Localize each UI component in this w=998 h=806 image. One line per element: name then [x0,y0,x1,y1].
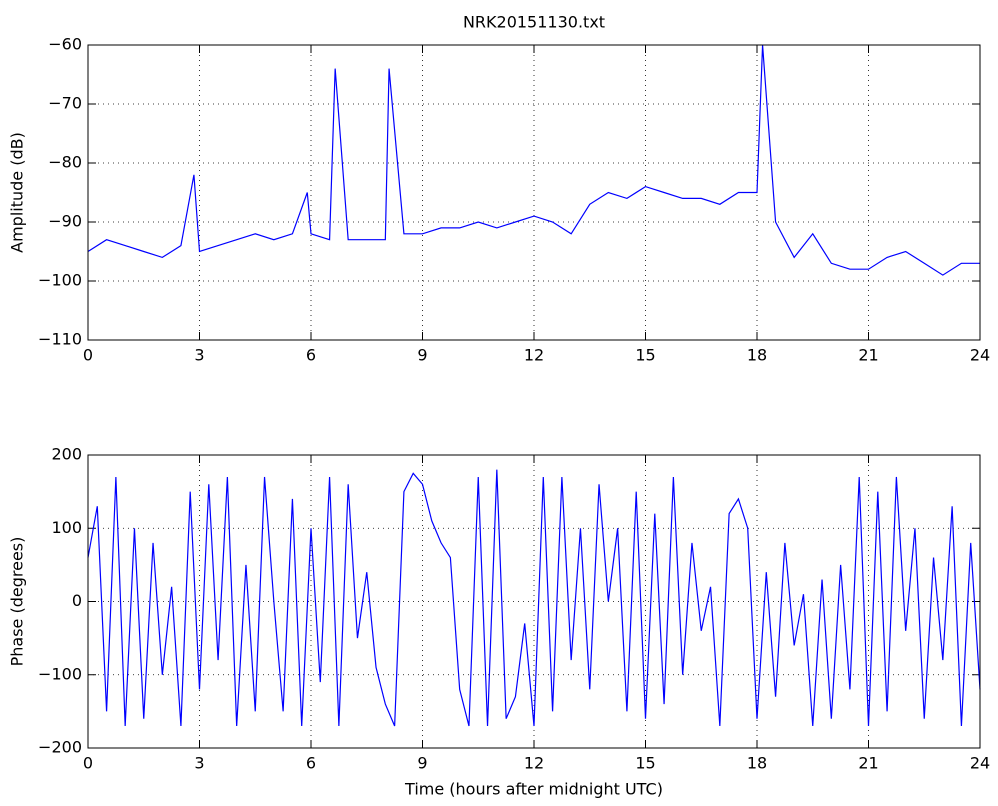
axes-frame [87,454,981,749]
y-tick-label: −70 [48,94,82,113]
x-tick-label: 24 [970,754,990,773]
y-tick-label: 200 [51,445,82,464]
x-tick-label: 15 [635,754,655,773]
y-tick-label: −80 [48,153,82,172]
y-tick-label: 100 [51,518,82,537]
y-tick-label: −90 [48,212,82,231]
x-tick-label: 18 [747,754,767,773]
y-tick-label: −60 [48,35,82,54]
x-tick-label: 15 [635,346,655,365]
x-tick-label: 9 [417,754,427,773]
x-tick-label: 3 [194,754,204,773]
x-tick-label: 12 [524,754,544,773]
y-tick-label: −200 [38,738,82,757]
y-axis-label: Phase (degrees) [8,537,27,667]
x-tick-label: 3 [194,346,204,365]
data-line [87,469,981,727]
x-tick-label: 12 [524,346,544,365]
y-tick-label: −100 [38,271,82,290]
x-tick-label: 6 [306,346,316,365]
y-tick-label: −100 [38,664,82,683]
y-tick-label: 0 [72,591,82,610]
y-axis-label: Amplitude (dB) [8,132,27,253]
x-tick-label: 24 [970,346,990,365]
x-tick-label: 21 [858,346,878,365]
x-tick-label: 6 [306,754,316,773]
x-tick-label: 9 [417,346,427,365]
axes-frame [87,44,981,341]
x-axis-label: Time (hours after midnight UTC) [404,780,663,799]
y-tick-label: −110 [38,330,82,349]
data-line [87,44,980,276]
x-tick-label: 18 [747,346,767,365]
x-tick-label: 0 [83,346,93,365]
x-tick-label: 0 [83,754,93,773]
x-tick-label: 21 [858,754,878,773]
chart-title: NRK20151130.txt [463,13,605,32]
